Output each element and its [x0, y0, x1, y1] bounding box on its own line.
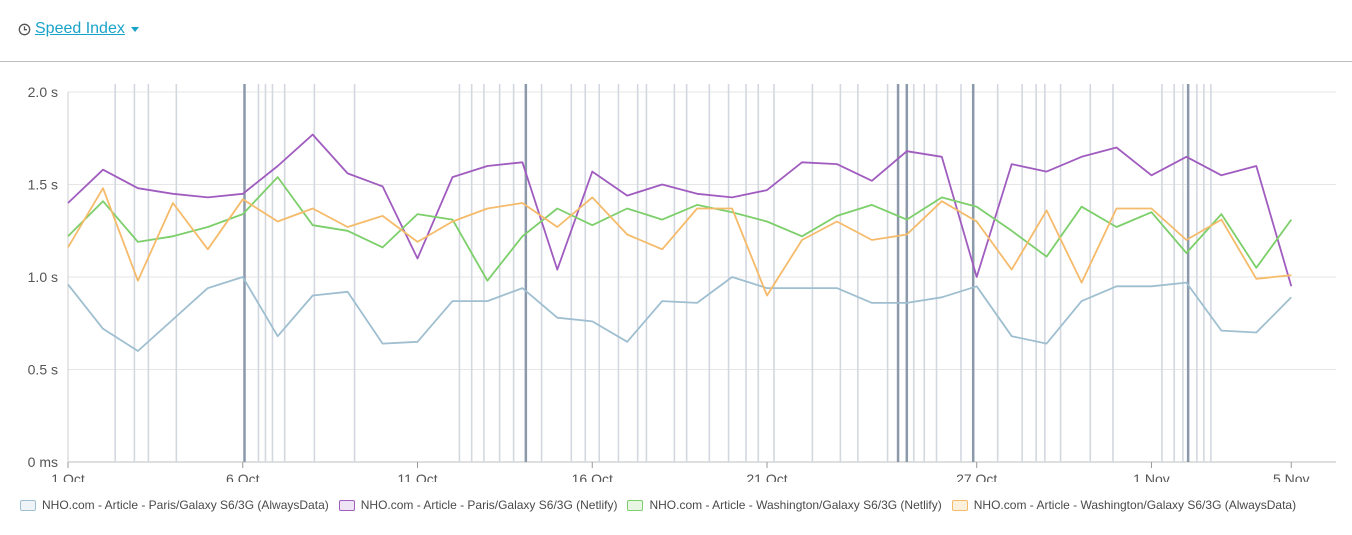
- legend-label: NHO.com - Article - Paris/Galaxy S6/3G (…: [42, 498, 329, 512]
- legend-label: NHO.com - Article - Paris/Galaxy S6/3G (…: [360, 498, 618, 512]
- legend-swatch: [627, 499, 644, 511]
- x-tick-label: 11 Oct: [397, 471, 437, 482]
- y-tick-label: 1.0 s: [28, 269, 58, 285]
- legend-swatch: [338, 499, 355, 511]
- x-tick-label: 16 Oct: [572, 471, 613, 482]
- x-tick-label: 1 Oct: [51, 471, 85, 482]
- speed-index-chart: 0 ms 0.5 s 1.0 s 1.5 s 2.0 s 1 Oct 6 Oct 11 Oc…: [28, 84, 1336, 482]
- series-line-2: [67, 133, 1293, 287]
- y-tick-label: 2.0 s: [28, 84, 58, 100]
- y-tick-label: 0.5 s: [28, 362, 58, 378]
- x-tick-label: 5 Nov: [1273, 471, 1310, 482]
- chart-grid: [67, 91, 1336, 463]
- series-line-4: [67, 187, 1292, 297]
- legend-swatch: [20, 499, 36, 511]
- legend-swatch: [951, 499, 968, 511]
- series-line-3: [67, 176, 1293, 282]
- caret-down-icon[interactable]: [130, 26, 139, 32]
- legend-item[interactable]: NHO.com - Article - Washington/Galaxy S6…: [951, 498, 1297, 512]
- header-divider: [0, 61, 1352, 62]
- legend-item[interactable]: NHO.com - Article - Paris/Galaxy S6/3G (…: [338, 498, 618, 512]
- x-tick-label: 21 Oct: [746, 471, 787, 482]
- metric-selector[interactable]: Speed Index: [35, 20, 125, 37]
- legend-label: NHO.com - Article - Washington/Galaxy S6…: [973, 498, 1297, 512]
- annotation-markers: [114, 84, 1212, 462]
- legend-label: NHO.com - Article - Washington/Galaxy S6…: [649, 498, 942, 512]
- legend-item[interactable]: NHO.com - Article - Paris/Galaxy S6/3G (…: [20, 498, 329, 512]
- chart-series: [67, 133, 1293, 352]
- y-tick-label: 1.5 s: [28, 177, 58, 193]
- x-tick-label: 1 Nov: [1133, 471, 1170, 482]
- chart-legend: NHO.com - Article - Paris/Galaxy S6/3G (…: [20, 498, 1306, 512]
- chart-header: Speed Index: [18, 18, 139, 40]
- y-axis-ticks: 0 ms 0.5 s 1.0 s 1.5 s 2.0 s: [28, 84, 58, 470]
- x-tick-label: 6 Oct: [226, 471, 260, 482]
- x-axis-ticks: 1 Oct 6 Oct 11 Oct 16 Oct 21 Oct 27 Oct 1 Nov 5…: [51, 462, 1310, 482]
- legend-item[interactable]: NHO.com - Article - Washington/Galaxy S6…: [627, 498, 942, 512]
- x-tick-label: 27 Oct: [956, 471, 997, 482]
- y-tick-label: 0 ms: [28, 454, 58, 470]
- series-line-1: [67, 276, 1292, 352]
- clock-icon: [18, 23, 31, 35]
